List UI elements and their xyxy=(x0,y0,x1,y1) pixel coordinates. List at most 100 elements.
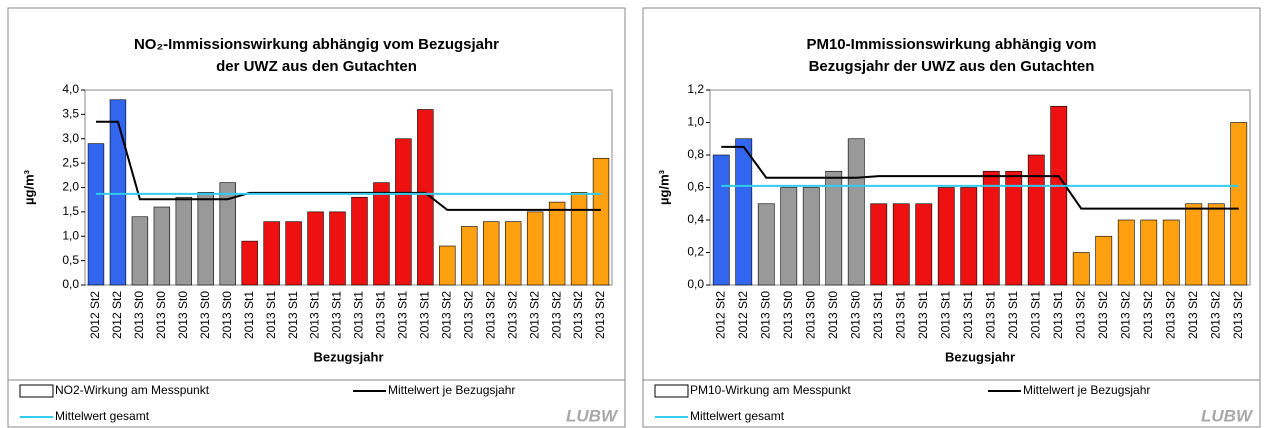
y-axis-label: µg/m³ xyxy=(656,169,671,205)
bar xyxy=(712,154,730,286)
bar xyxy=(548,201,566,286)
y-tick-label: 1,5 xyxy=(62,204,79,218)
x-tick-label: 2012 St2 xyxy=(88,291,102,339)
y-tick-label: 0,5 xyxy=(62,253,79,267)
y-tick-label: 0,4 xyxy=(687,212,704,226)
bar xyxy=(504,221,522,286)
legend-frame xyxy=(642,379,1261,428)
x-tick-label: 2013 St1 xyxy=(1006,291,1020,339)
mean-line xyxy=(721,145,1239,210)
bar xyxy=(241,240,258,286)
x-tick-label: 2013 St1 xyxy=(418,291,432,339)
legend-label: Mittelwert gesamt xyxy=(55,409,150,423)
bar xyxy=(1185,203,1203,286)
x-tick-label: 2013 St2 xyxy=(593,291,607,339)
y-tick-label: 1,0 xyxy=(62,228,79,242)
bar xyxy=(937,187,955,286)
bar xyxy=(1027,154,1045,286)
x-tick-label: 2012 St2 xyxy=(736,291,750,339)
legend-frame xyxy=(7,379,626,428)
x-axis-label: Bezugsjahr xyxy=(945,349,1015,364)
bar xyxy=(780,187,798,286)
chart-title: NO₂-Immissionswirkung abhängig vom Bezug… xyxy=(134,36,499,53)
y-tick-label: 0,6 xyxy=(687,180,704,194)
x-tick-label: 2013 St1 xyxy=(396,291,410,339)
x-tick-label: 2013 St1 xyxy=(308,291,322,339)
bar xyxy=(395,138,412,286)
x-tick-label: 2013 St1 xyxy=(374,291,388,339)
x-tick-label: 2012 St2 xyxy=(713,291,727,339)
x-tick-label: 2013 St0 xyxy=(781,291,795,339)
bar xyxy=(263,221,280,286)
x-tick-label: 2013 St2 xyxy=(1208,291,1222,339)
bar xyxy=(847,138,865,286)
x-tick-label: 2013 St0 xyxy=(176,291,190,339)
bar xyxy=(131,216,149,286)
legend-label: PM10-Wirkung am Messpunkt xyxy=(690,383,851,397)
x-tick-label: 2013 St2 xyxy=(1163,291,1177,339)
x-tick-label: 2013 St1 xyxy=(961,291,975,339)
x-tick-label: 2013 St2 xyxy=(1186,291,1200,339)
legend-label: Mittelwert gesamt xyxy=(690,409,785,423)
x-tick-label: 2013 St2 xyxy=(1096,291,1110,339)
x-tick-label: 2013 St0 xyxy=(848,291,862,339)
legend-label: Mittelwert je Bezugsjahr xyxy=(388,383,515,397)
bar xyxy=(735,138,753,286)
x-tick-label: 2013 St2 xyxy=(1073,291,1087,339)
x-tick-label: 2013 St2 xyxy=(439,291,453,339)
x-tick-label: 2013 St2 xyxy=(1118,291,1132,339)
x-tick-label: 2013 St0 xyxy=(198,291,212,339)
x-tick-label: 2013 St2 xyxy=(1141,291,1155,339)
y-tick-label: 2,5 xyxy=(62,155,79,169)
x-tick-label: 2013 St1 xyxy=(242,291,256,339)
x-tick-label: 2013 St0 xyxy=(826,291,840,339)
x-tick-label: 2013 St2 xyxy=(571,291,585,339)
bar xyxy=(329,211,346,286)
x-tick-label: 2013 St2 xyxy=(461,291,475,339)
x-tick-label: 2012 St2 xyxy=(110,291,124,339)
y-tick-label: 2,0 xyxy=(62,180,79,194)
y-tick-label: 3,0 xyxy=(62,131,79,145)
y-axis-label: µg/m³ xyxy=(21,169,36,205)
x-tick-label: 2013 St0 xyxy=(154,291,168,339)
bar xyxy=(351,196,368,286)
bar xyxy=(483,221,500,286)
bar xyxy=(1162,219,1180,286)
x-tick-label: 2013 St0 xyxy=(132,291,146,339)
bar xyxy=(982,170,1000,286)
x-tick-label: 2013 St1 xyxy=(286,291,300,339)
y-tick-label: 1,2 xyxy=(687,82,704,96)
x-tick-label: 2013 St1 xyxy=(916,291,930,339)
x-tick-label: 2013 St0 xyxy=(803,291,817,339)
bar xyxy=(1207,203,1225,286)
chart-title: PM10-Immissionswirkung abhängig vom xyxy=(806,36,1096,53)
bar xyxy=(1072,252,1090,286)
logo: LUBW xyxy=(566,406,619,425)
y-tick-label: 1,0 xyxy=(687,115,704,129)
x-tick-label: 2013 St0 xyxy=(758,291,772,339)
bar xyxy=(960,187,978,286)
bar xyxy=(892,203,910,286)
logo: LUBW xyxy=(1201,406,1254,425)
y-tick-label: 0,0 xyxy=(62,277,79,291)
bar xyxy=(1230,122,1248,286)
bar xyxy=(915,203,933,286)
x-axis-label: Bezugsjahr xyxy=(313,349,383,364)
bar xyxy=(1005,170,1023,286)
bar xyxy=(417,109,434,286)
bar xyxy=(153,206,171,286)
bar xyxy=(526,211,544,286)
x-tick-label: 2013 St1 xyxy=(938,291,952,339)
plot-area xyxy=(84,89,613,286)
y-tick-label: 0,0 xyxy=(687,277,704,291)
bar xyxy=(1050,105,1068,286)
x-tick-label: 2013 St1 xyxy=(264,291,278,339)
y-tick-label: 0,8 xyxy=(687,147,704,161)
x-tick-label: 2013 St0 xyxy=(220,291,234,339)
x-tick-label: 2013 St1 xyxy=(1051,291,1065,339)
y-tick-label: 4,0 xyxy=(62,82,79,96)
bar xyxy=(870,203,888,286)
bar xyxy=(1140,219,1158,286)
